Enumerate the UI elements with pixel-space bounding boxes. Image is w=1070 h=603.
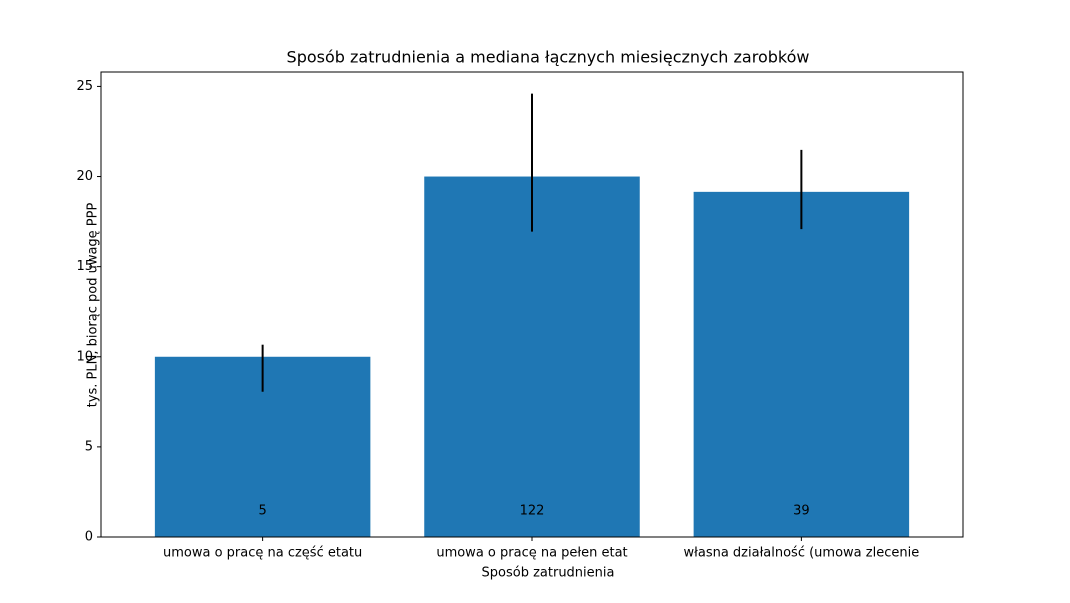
x-axis-label: Sposób zatrudnienia — [482, 566, 615, 581]
bar — [693, 191, 910, 537]
y-tick-label: 0 — [85, 530, 93, 545]
x-tick-label: własna działalność (umowa zlecenie — [684, 546, 920, 561]
x-tick-label: umowa o pracę na część etatu — [163, 546, 362, 561]
plot-frame — [100, 71, 964, 538]
y-tick-label: 15 — [76, 259, 93, 274]
bar — [424, 176, 640, 537]
y-tick-label: 5 — [85, 439, 93, 454]
y-axis-label: tys. PLN, biorąc pod uwagę PPP — [86, 203, 101, 408]
y-tick-label: 25 — [76, 79, 93, 94]
count-label: 39 — [793, 504, 810, 519]
y-tick-label: 10 — [76, 349, 93, 364]
x-tick-label: umowa o pracę na pełen etat — [436, 546, 627, 561]
y-tick-label: 20 — [76, 169, 93, 184]
chart-title: Sposób zatrudnienia a mediana łącznych m… — [287, 48, 810, 67]
count-label: 5 — [258, 504, 266, 519]
count-label: 122 — [520, 504, 545, 519]
